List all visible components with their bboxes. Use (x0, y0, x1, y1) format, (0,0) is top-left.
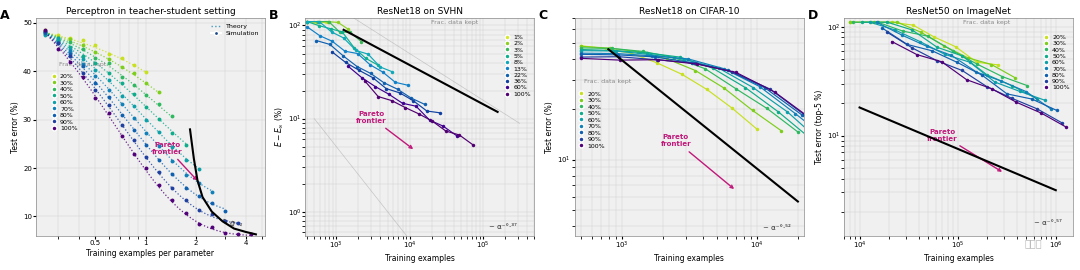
Legend: 20%, 30%, 40%, 50%, 60%, 70%, 80%, 90%, 100%: 20%, 30%, 40%, 50%, 60%, 70%, 80%, 90%, … (578, 89, 608, 151)
X-axis label: Training examples per parameter: Training examples per parameter (86, 249, 215, 258)
Legend: 20%, 30%, 40%, 50%, 60%, 70%, 80%, 90%, 100%: 20%, 30%, 40%, 50%, 60%, 70%, 80%, 90%, … (1042, 32, 1072, 93)
Text: Frac. data kept: Frac. data kept (59, 62, 106, 67)
Text: ~ α⁻¹: ~ α⁻¹ (220, 215, 243, 231)
Text: Frac. data kept: Frac. data kept (431, 20, 478, 25)
Legend: 1%, 2%, 3%, 5%, 8%, 13%, 22%, 36%, 60%, 100%: 1%, 2%, 3%, 5%, 8%, 13%, 22%, 36%, 60%, … (504, 32, 534, 99)
Y-axis label: Test error (%): Test error (%) (545, 101, 554, 153)
Text: D: D (808, 9, 818, 22)
Y-axis label: Test error (%): Test error (%) (11, 101, 21, 153)
Text: Pareto
frontier: Pareto frontier (661, 134, 733, 188)
Title: Perceptron in teacher-student setting: Perceptron in teacher-student setting (66, 7, 235, 16)
X-axis label: Training examples: Training examples (923, 254, 994, 263)
Text: C: C (538, 9, 548, 22)
Y-axis label: Test error (top-5 %): Test error (top-5 %) (814, 90, 824, 164)
Text: A: A (0, 9, 9, 22)
Text: B: B (269, 9, 279, 22)
X-axis label: Training examples: Training examples (384, 254, 455, 263)
Text: Frac. data kept: Frac. data kept (963, 20, 1011, 25)
Title: ResNet50 on ImageNet: ResNet50 on ImageNet (906, 7, 1011, 16)
Text: ~ α⁻°·⁵²: ~ α⁻°·⁵² (762, 225, 791, 231)
Title: ResNet18 on CIFAR-10: ResNet18 on CIFAR-10 (639, 7, 740, 16)
Text: ~ α⁻°·³⁷: ~ α⁻°·³⁷ (489, 224, 516, 230)
X-axis label: Training examples: Training examples (654, 254, 725, 263)
Legend: 20%, 30%, 40%, 50%, 60%, 70%, 80%, 90%, 100%: 20%, 30%, 40%, 50%, 60%, 70%, 80%, 90%, … (51, 71, 80, 134)
Text: 量子位: 量子位 (1025, 238, 1042, 248)
Text: Pareto
frontier: Pareto frontier (152, 141, 197, 180)
Text: Pareto
frontier: Pareto frontier (356, 111, 411, 148)
Text: Frac. data kept: Frac. data kept (584, 79, 632, 84)
Title: ResNet18 on SVHN: ResNet18 on SVHN (377, 7, 463, 16)
Text: Pareto
frontier: Pareto frontier (927, 129, 1001, 171)
Y-axis label: $E - E_{\infty}$ (%): $E - E_{\infty}$ (%) (273, 107, 285, 147)
Text: ~ α⁻°·⁵⁷: ~ α⁻°·⁵⁷ (1034, 220, 1062, 226)
